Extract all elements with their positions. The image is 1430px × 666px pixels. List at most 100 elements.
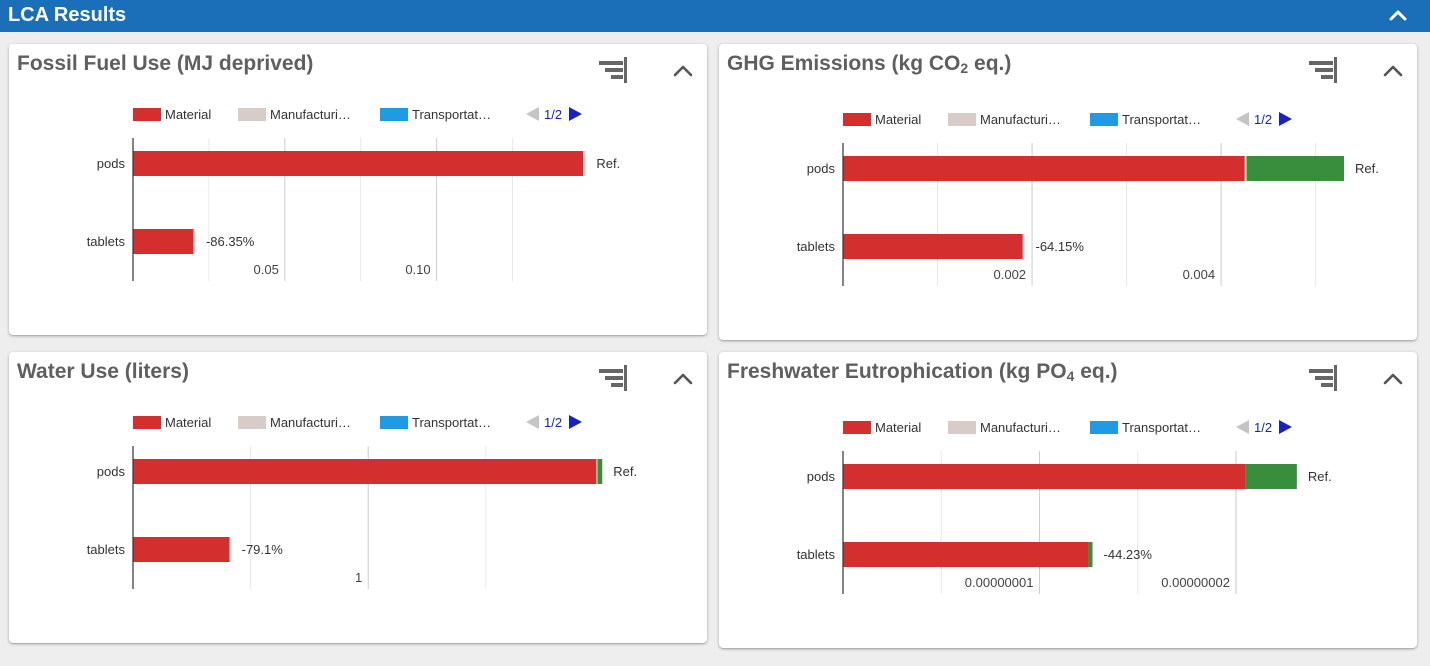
next-page-icon bbox=[1279, 420, 1292, 434]
bar-segment-material bbox=[133, 151, 583, 176]
bar-chart: 0.002 0.004 pods Ref. tablets -64.15% Material… bbox=[797, 112, 1379, 286]
bar-segment-material bbox=[843, 156, 1245, 181]
bar-value-label: Ref. bbox=[1308, 469, 1332, 484]
category-label: pods bbox=[807, 469, 836, 484]
category-label: tablets bbox=[797, 239, 836, 254]
legend-swatch bbox=[843, 421, 871, 434]
next-page-icon bbox=[1279, 112, 1292, 126]
bar-segment-other bbox=[1246, 156, 1344, 181]
card-title: GHG Emissions (kg CO2 eq.) bbox=[727, 52, 1012, 76]
card-title: Fossil Fuel Use (MJ deprived) bbox=[17, 52, 314, 75]
next-page-icon bbox=[569, 415, 582, 429]
pager-label: 1/2 bbox=[1254, 420, 1272, 435]
bar-segment-manufacturing bbox=[582, 151, 586, 176]
sort-icon[interactable] bbox=[597, 56, 629, 86]
bar-segment-manufacturing bbox=[193, 229, 195, 254]
legend-swatch bbox=[133, 416, 161, 429]
bar-value-label: -64.15% bbox=[1035, 239, 1084, 254]
chevron-up-icon[interactable] bbox=[668, 56, 698, 86]
chevron-up-icon[interactable] bbox=[1378, 56, 1408, 86]
bar-segment-other bbox=[597, 459, 603, 484]
bar-value-label: Ref. bbox=[1355, 161, 1379, 176]
bar-value-label: -79.1% bbox=[242, 542, 284, 557]
pager-label: 1/2 bbox=[1254, 112, 1272, 127]
x-tick-label: 0.00000001 bbox=[965, 575, 1034, 590]
legend-label: Manufacturi… bbox=[270, 107, 351, 122]
legend-label: Material bbox=[165, 415, 211, 430]
bar-segment-material bbox=[843, 542, 1089, 567]
legend-swatch bbox=[238, 108, 266, 121]
bar-segment-manufacturing bbox=[229, 537, 231, 562]
legend-label: Transportat… bbox=[412, 415, 491, 430]
category-label: pods bbox=[97, 464, 126, 479]
bar-value-label: Ref. bbox=[613, 464, 637, 479]
x-tick-label: 0.05 bbox=[254, 262, 279, 277]
pager-label: 1/2 bbox=[544, 107, 562, 122]
x-tick-label: 0.00000002 bbox=[1161, 575, 1230, 590]
bar-segment-manufacturing bbox=[1244, 156, 1247, 181]
legend-swatch bbox=[380, 416, 408, 429]
bar-segment-material bbox=[133, 537, 230, 562]
card-fossil-fuel-use: Fossil Fuel Use (MJ deprived) 0.05 0.10 po… bbox=[9, 44, 707, 335]
legend-label: Material bbox=[875, 112, 921, 127]
bar-segment-material bbox=[133, 459, 597, 484]
pager-label: 1/2 bbox=[544, 415, 562, 430]
bar-segment-material bbox=[843, 234, 1023, 259]
next-page-icon bbox=[569, 107, 582, 121]
category-label: tablets bbox=[87, 542, 126, 557]
legend-swatch bbox=[843, 113, 871, 126]
legend-label: Transportat… bbox=[1122, 112, 1201, 127]
x-tick-label: 0.004 bbox=[1183, 267, 1216, 282]
x-tick-label: 1 bbox=[355, 570, 362, 585]
card-freshwater-eutrophication: Freshwater Eutrophication (kg PO4 eq.) 0… bbox=[719, 352, 1417, 648]
legend-label: Manufacturi… bbox=[980, 112, 1061, 127]
bar-segment-manufacturing bbox=[1022, 234, 1025, 259]
bar-segment-other bbox=[1088, 542, 1093, 567]
card-water-use: Water Use (liters) 1 pods Ref. tablets -79.1… bbox=[9, 352, 707, 643]
legend-swatch bbox=[1090, 113, 1118, 126]
bar-segment-material bbox=[843, 464, 1246, 489]
chevron-up-icon[interactable] bbox=[1384, 2, 1412, 30]
legend-swatch bbox=[1090, 421, 1118, 434]
sort-icon[interactable] bbox=[1307, 364, 1339, 394]
legend-swatch bbox=[948, 113, 976, 126]
bar-segment-manufacturing bbox=[596, 459, 598, 484]
legend-label: Manufacturi… bbox=[980, 420, 1061, 435]
prev-page-icon bbox=[1236, 112, 1249, 126]
category-label: tablets bbox=[87, 234, 126, 249]
x-tick-label: 0.002 bbox=[994, 267, 1027, 282]
bar-value-label: -86.35% bbox=[206, 234, 255, 249]
bar-segment-other bbox=[1245, 464, 1297, 489]
legend-label: Manufacturi… bbox=[270, 415, 351, 430]
bar-segment-material bbox=[133, 229, 194, 254]
legend-label: Transportat… bbox=[412, 107, 491, 122]
bar-chart: 0.05 0.10 pods Ref. tablets -86.35% Material Ma… bbox=[87, 107, 620, 281]
legend-label: Material bbox=[875, 420, 921, 435]
bar-chart: 0.00000001 0.00000002 pods Ref. tablets -44.2… bbox=[797, 420, 1332, 594]
card-ghg-emissions: GHG Emissions (kg CO2 eq.) 0.002 0.004 pod… bbox=[719, 44, 1417, 340]
bar-chart: 1 pods Ref. tablets -79.1% Material Manufactur… bbox=[87, 415, 637, 589]
legend-swatch bbox=[133, 108, 161, 121]
chevron-up-icon[interactable] bbox=[1378, 364, 1408, 394]
x-tick-label: 0.10 bbox=[405, 262, 430, 277]
category-label: tablets bbox=[797, 547, 836, 562]
category-label: pods bbox=[807, 161, 836, 176]
card-title: Freshwater Eutrophication (kg PO4 eq.) bbox=[727, 360, 1118, 384]
legend-swatch bbox=[380, 108, 408, 121]
sort-icon[interactable] bbox=[1307, 56, 1339, 86]
legend-label: Material bbox=[165, 107, 211, 122]
category-label: pods bbox=[97, 156, 126, 171]
card-title: Water Use (liters) bbox=[17, 360, 189, 383]
chevron-up-icon[interactable] bbox=[668, 364, 698, 394]
bar-value-label: -44.23% bbox=[1104, 547, 1153, 562]
lca-results-header: LCA Results bbox=[0, 0, 1430, 32]
sort-icon[interactable] bbox=[597, 364, 629, 394]
bar-value-label: Ref. bbox=[596, 156, 620, 171]
legend-swatch bbox=[238, 416, 266, 429]
legend-swatch bbox=[948, 421, 976, 434]
prev-page-icon bbox=[1236, 420, 1249, 434]
prev-page-icon bbox=[526, 107, 539, 121]
prev-page-icon bbox=[526, 415, 539, 429]
legend-label: Transportat… bbox=[1122, 420, 1201, 435]
section-title: LCA Results bbox=[8, 4, 127, 26]
